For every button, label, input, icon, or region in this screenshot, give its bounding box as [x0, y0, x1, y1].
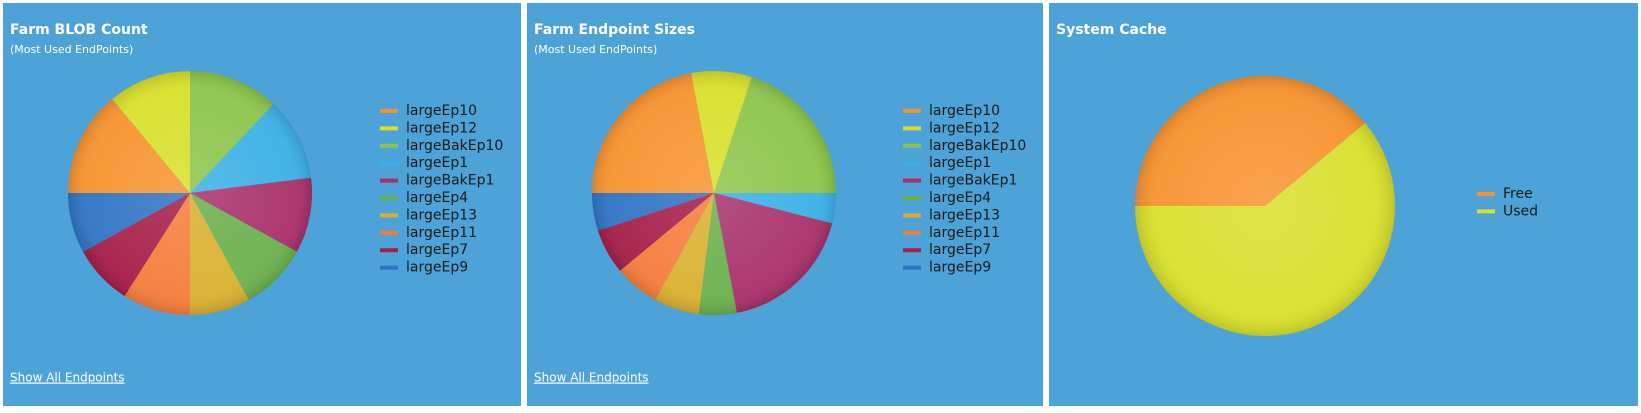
panel-title: Farm BLOB Count	[10, 22, 148, 38]
panel-title: System Cache	[1056, 22, 1167, 38]
show-all-link[interactable]: Show All Endpoints	[10, 371, 125, 385]
legend-label: largeBakEp10	[929, 138, 1026, 154]
legend-label: Used	[1503, 203, 1538, 219]
legend-label: largeEp4	[929, 190, 991, 206]
legend-label: largeEp1	[929, 155, 991, 171]
legend-label: largeBakEp1	[929, 173, 1017, 189]
legend-label: largeEp4	[406, 190, 468, 206]
legend-label: largeEp11	[406, 225, 477, 241]
legend-label: largeEp10	[929, 103, 1000, 119]
legend-label: largeEp13	[929, 207, 1000, 223]
legend-label: largeEp1	[406, 155, 468, 171]
legend-label: largeEp11	[929, 225, 1000, 241]
legend-label: largeEp7	[929, 242, 991, 258]
legend-label: largeEp9	[406, 260, 468, 276]
panel-subtitle: (Most Used EndPoints)	[534, 43, 657, 56]
panel-title: Farm Endpoint Sizes	[534, 22, 695, 38]
legend-label: largeEp7	[406, 242, 468, 258]
legend-label: largeEp13	[406, 207, 477, 223]
legend-label: largeEp12	[929, 120, 1000, 136]
legend-label: largeBakEp1	[406, 173, 494, 189]
panel-subtitle: (Most Used EndPoints)	[10, 43, 133, 56]
legend-label: largeEp10	[406, 103, 477, 119]
legend-label: largeBakEp10	[406, 138, 503, 154]
legend-label: largeEp9	[929, 260, 991, 276]
legend-label: largeEp12	[406, 120, 477, 136]
legend-label: Free	[1503, 186, 1533, 202]
show-all-link[interactable]: Show All Endpoints	[534, 371, 649, 385]
